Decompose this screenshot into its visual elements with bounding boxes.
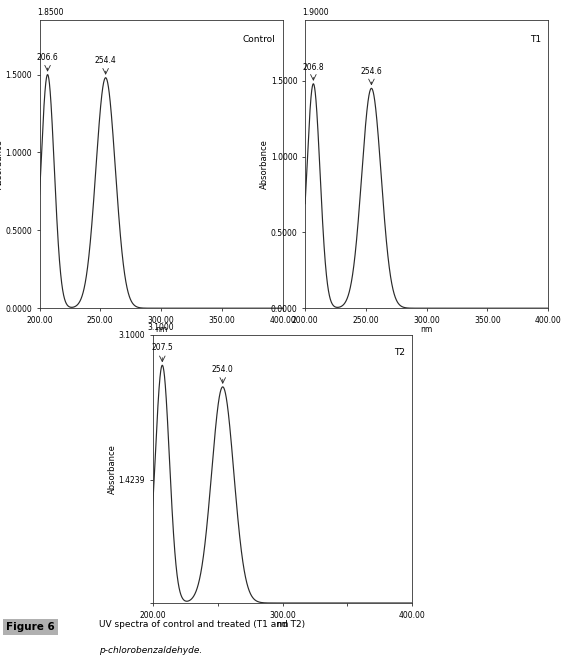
Text: p-chlorobenzaldehyde.: p-chlorobenzaldehyde.	[99, 646, 202, 655]
Text: Figure 6: Figure 6	[6, 622, 54, 632]
Text: T1: T1	[529, 35, 541, 44]
Text: 206.6: 206.6	[37, 53, 58, 62]
Text: 254.4: 254.4	[95, 56, 116, 65]
X-axis label: nm: nm	[276, 620, 289, 628]
Text: UV spectra of control and treated (T1 and T2): UV spectra of control and treated (T1 an…	[99, 620, 305, 629]
Text: 254.0: 254.0	[212, 365, 233, 374]
Y-axis label: Absorbance: Absorbance	[260, 139, 270, 189]
Y-axis label: Absorbance: Absorbance	[108, 444, 117, 494]
Text: 1.9000: 1.9000	[303, 8, 329, 17]
Text: 254.6: 254.6	[360, 67, 383, 76]
Text: T2: T2	[394, 348, 405, 357]
Text: 1.8500: 1.8500	[37, 8, 64, 17]
Text: 207.5: 207.5	[151, 343, 173, 352]
Text: Control: Control	[242, 35, 275, 44]
Text: 206.8: 206.8	[302, 63, 324, 72]
Y-axis label: Absorbance: Absorbance	[0, 139, 4, 189]
X-axis label: nm: nm	[155, 325, 167, 334]
X-axis label: nm: nm	[420, 325, 433, 334]
Text: 3.1000: 3.1000	[147, 324, 174, 332]
